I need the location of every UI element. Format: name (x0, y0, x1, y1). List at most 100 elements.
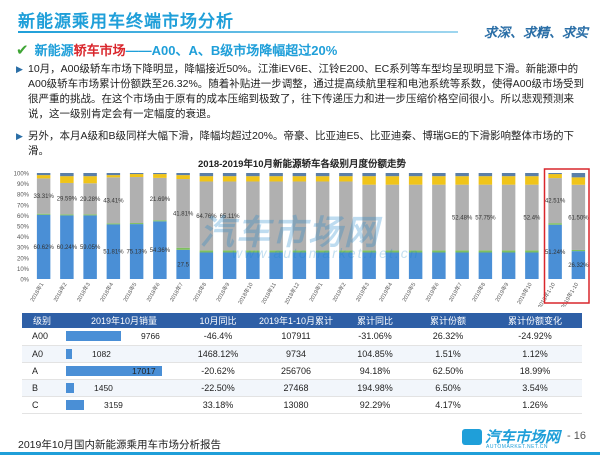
bar-a0-2 (83, 214, 97, 216)
sales-bar-fill (66, 348, 72, 359)
cell-cum-yoy: 194.98% (342, 379, 408, 397)
sales-bar: 3159 (66, 399, 172, 411)
bar-c-12 (315, 173, 330, 177)
x-tick-label: 2018年10 (236, 281, 255, 306)
bar-a-13 (339, 181, 353, 251)
bar-a0-22 (548, 223, 562, 225)
bar-c-2 (83, 173, 97, 177)
col-cum-yoy: 累计同比 (342, 313, 408, 328)
bar-a00-5 (153, 221, 167, 279)
x-tick-label: 2018年9 (214, 281, 231, 303)
page-number: - 16 (567, 430, 586, 442)
bar-c-11 (292, 173, 307, 177)
bar-a0-4 (129, 223, 144, 225)
bar-b-3 (106, 175, 121, 178)
bar-a00-7 (199, 252, 214, 279)
cell-level: C (22, 396, 62, 414)
cell-share-chg: 1.12% (488, 345, 582, 363)
brand-logo: 汽车市场网 (462, 426, 560, 447)
cell-share: 26.32% (408, 328, 488, 346)
cell-mom: 33.18% (186, 396, 250, 414)
slogan: 求深、求精、求实 (483, 26, 588, 41)
data-label: 29.59% (57, 197, 78, 203)
cell-sales: 1082 (62, 345, 186, 363)
paragraph-text: 另外，本月A级和B级同样大幅下滑，降幅均超过20%。帝豪、比亚迪E5、比亚迪秦、… (28, 130, 575, 157)
sales-bar: 17017 (66, 365, 172, 377)
data-label: 29.28% (80, 197, 101, 203)
x-tick-label: 2018年5 (121, 281, 138, 303)
bar-a00-18 (455, 252, 469, 279)
title-underline (18, 31, 458, 33)
y-tick-label: 40% (17, 235, 30, 241)
bar-a-11 (292, 181, 307, 251)
bar-a-10 (269, 181, 283, 251)
data-label: 64.76% (196, 214, 217, 220)
x-tick-label: 2019年10 (515, 281, 534, 306)
check-icon: ✔ (16, 41, 29, 59)
bar-b-18 (455, 176, 469, 185)
data-label: 59.05% (80, 245, 101, 251)
bar-a0-5 (153, 220, 167, 222)
bar-b-16 (408, 176, 423, 185)
bar-a-3 (106, 177, 121, 224)
bar-a-7 (199, 181, 214, 251)
bar-a00-0 (36, 214, 51, 279)
bar-c-9 (246, 173, 260, 177)
bar-a-6 (176, 179, 190, 248)
sales-value: 1450 (94, 382, 113, 393)
bar-a0-12 (315, 250, 330, 253)
bar-a0-16 (408, 250, 423, 253)
cell-share: 62.50% (408, 362, 488, 380)
bar-a00-6 (176, 249, 190, 279)
sales-value: 9766 (141, 331, 160, 342)
bar-a00-12 (315, 252, 330, 279)
bar-a00-11 (292, 252, 307, 279)
chart-title: 2018-2019年10月新能源轿车各级别月度份额走势 (198, 158, 406, 170)
bar-b-11 (292, 176, 307, 182)
watermark-brand: 汽车市场网 (200, 214, 380, 252)
y-tick-label: 90% (17, 182, 30, 188)
table-row: A 17017 -20.62% 256706 94.18% 62.50% 18.99% (22, 362, 582, 380)
data-label: 21.69% (150, 197, 171, 203)
footer-line (0, 452, 600, 455)
y-tick-label: 20% (17, 256, 30, 262)
bar-a00-13 (339, 252, 353, 279)
bar-a00-9 (246, 252, 260, 279)
logo-text: 汽车市场网 (485, 429, 561, 446)
bar-a0-0 (36, 213, 51, 215)
x-tick-label: 2018年11 (259, 281, 278, 305)
sales-value: 17017 (132, 365, 156, 376)
bar-a0-23 (571, 249, 586, 252)
bar-c-19 (478, 173, 493, 177)
bar-a0-7 (199, 250, 214, 253)
chart-svg: 2018-2019年10月新能源轿车各级别月度份额走势 0% 10% 20% 30% 40… (14, 158, 590, 307)
bar-b-23 (571, 177, 586, 185)
bar-c-18 (455, 173, 469, 177)
bullet-icon: ▶ (16, 131, 23, 141)
bar-b-14 (362, 176, 376, 185)
bar-a00-2 (83, 215, 97, 279)
col-share-chg: 累计份额变化 (488, 313, 582, 328)
bar-a-17 (432, 184, 446, 251)
y-tick-label: 10% (17, 267, 30, 273)
paragraph-text: 10月，A00级轿车市场下降明显，降幅接近50%。江淮iEV6E、江铃E200、… (28, 63, 584, 120)
x-tick-label: 2019年2 (330, 281, 347, 303)
logo-subtext: AUTOMARKET.NET.CN (486, 444, 549, 450)
share-trend-chart: 2018-2019年10月新能源轿车各级别月度份额走势 0% 10% 20% 30% 40… (8, 157, 596, 307)
data-label: 60.24% (57, 245, 78, 251)
x-tick-label: 2018年2 (51, 281, 68, 303)
data-label: 51.81% (103, 250, 124, 256)
bar-a00-20 (501, 252, 516, 279)
col-sales: 2019年10月销量 (62, 313, 186, 328)
bar-c-13 (339, 173, 353, 177)
bar-b-2 (83, 176, 97, 184)
table-row: B 1450 -22.50% 27468 194.98% 6.50% 3.54% (22, 379, 582, 397)
bar-b-0 (36, 175, 51, 179)
bar-a00-15 (385, 252, 400, 279)
cell-mom: -22.50% (186, 379, 250, 397)
bar-c-22 (548, 173, 562, 175)
cell-level: A (22, 362, 62, 380)
bar-c-0 (36, 173, 51, 176)
footer-report-title: 2019年10月国内新能源乘用车市场分析报告 (18, 439, 222, 451)
col-mom: 10月同比 (186, 313, 250, 328)
